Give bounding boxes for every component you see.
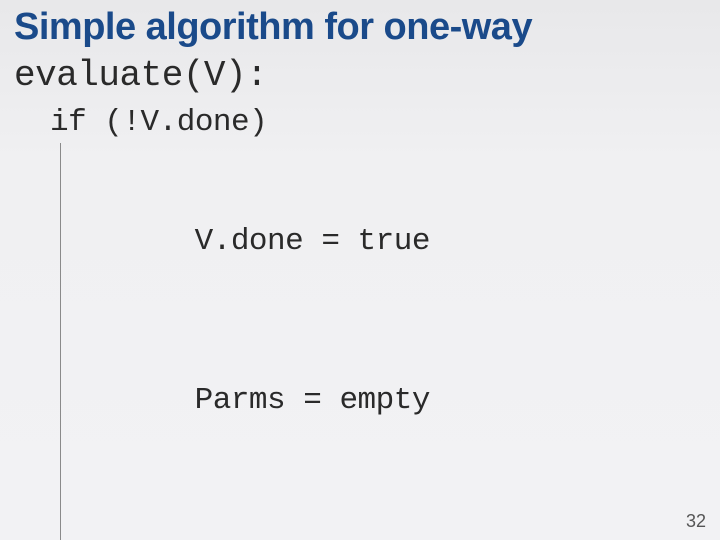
code-line-if: if (!V.done) <box>50 103 706 143</box>
code-block: if (!V.done) V.done = true Parms = empty… <box>14 103 706 540</box>
page-number: 32 <box>686 511 706 532</box>
code-line-for: for each Dep.Var in V.dep do <box>50 460 706 540</box>
slide-title: Simple algorithm for one-way <box>14 8 706 48</box>
code-text: Parms = empty <box>195 383 430 418</box>
guide-line-icon <box>60 460 61 540</box>
code-text: V.done = true <box>195 224 430 259</box>
function-signature: evaluate(V): <box>14 54 706 97</box>
code-line-parms: Parms = empty <box>50 301 706 460</box>
guide-line-icon <box>60 301 61 460</box>
code-line-done: V.done = true <box>50 143 706 302</box>
slide: Simple algorithm for one-way evaluate(V)… <box>0 0 720 540</box>
guide-line-icon <box>60 143 61 302</box>
